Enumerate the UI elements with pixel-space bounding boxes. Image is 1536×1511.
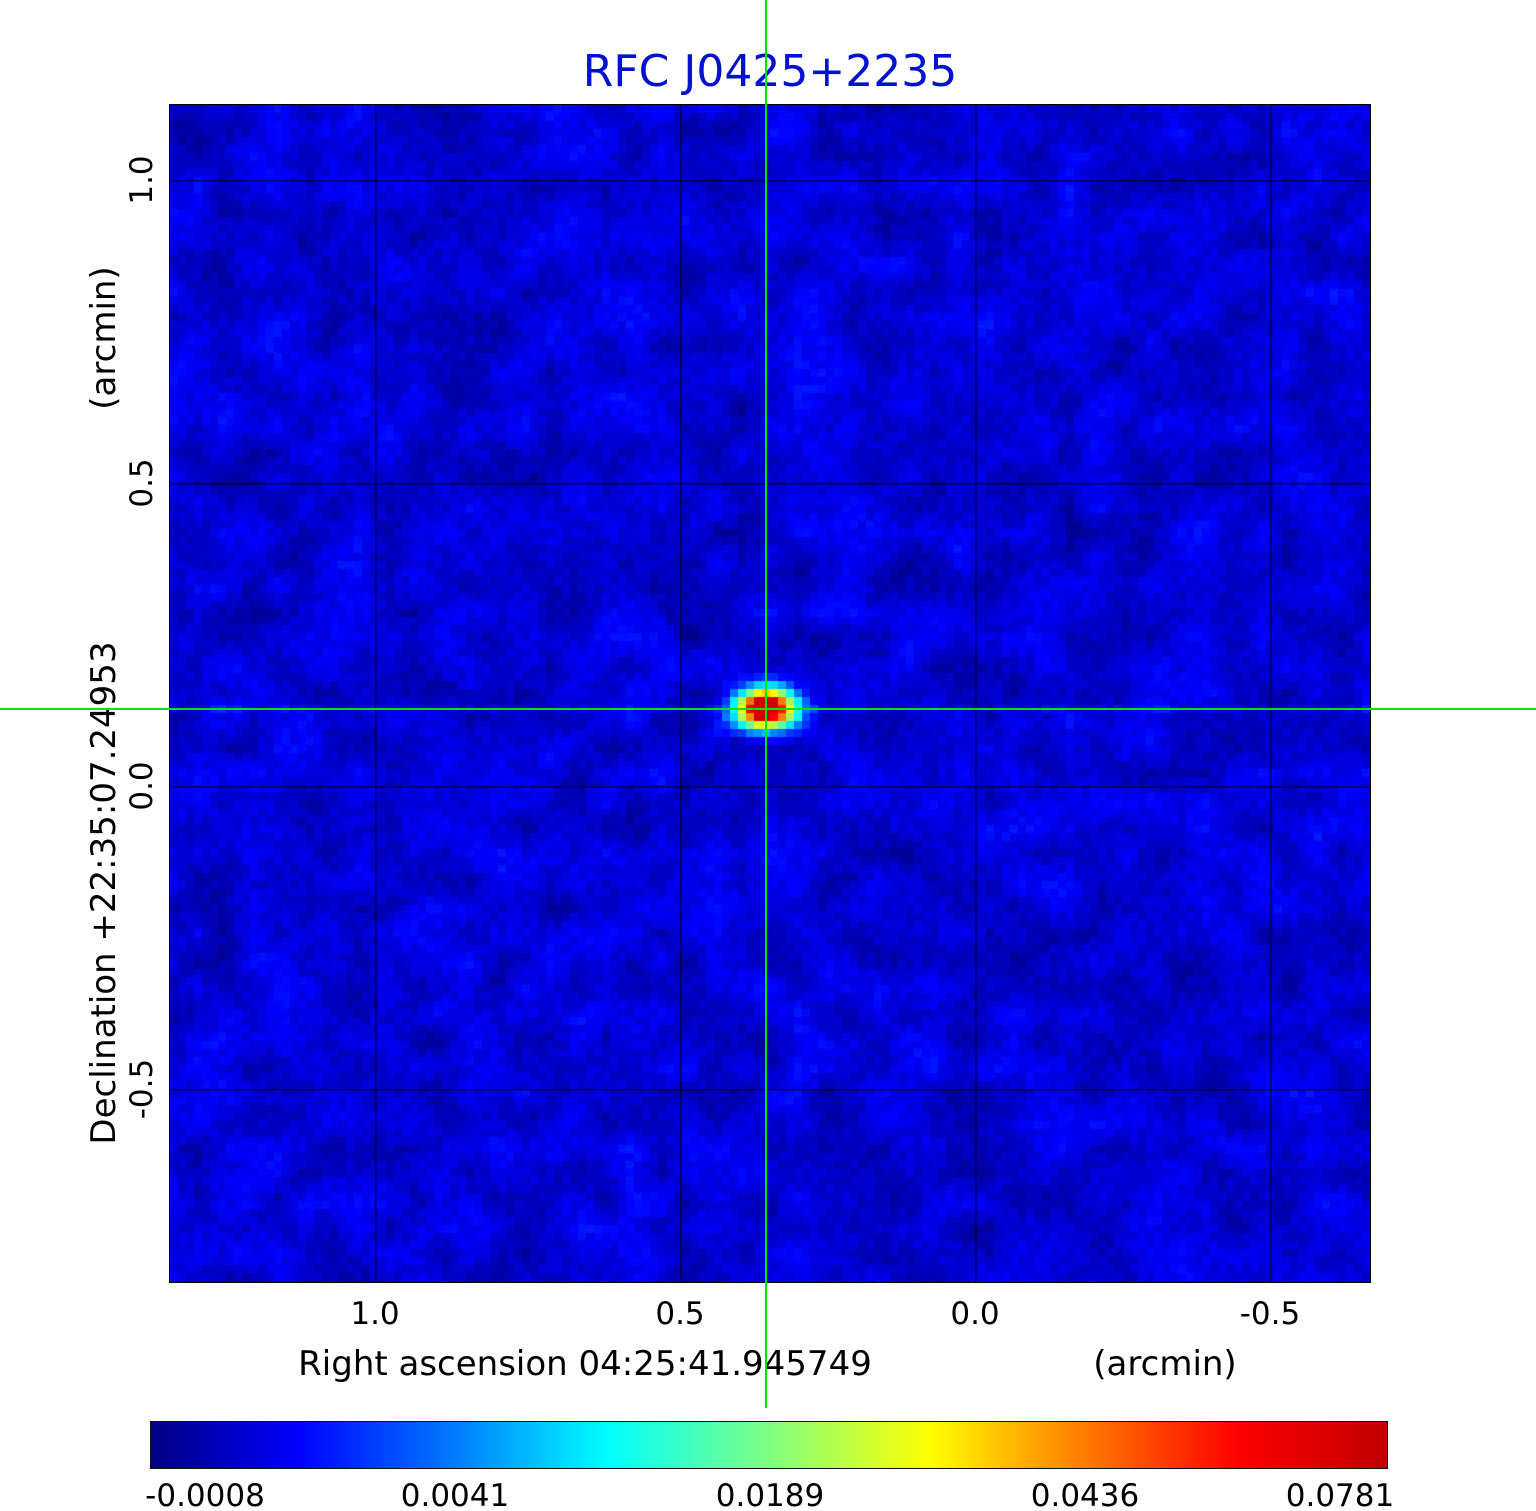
colorbar-tick-label: 0.0189 bbox=[715, 1478, 825, 1511]
plot-area bbox=[169, 104, 1371, 1283]
plot-title: RFC J0425+2235 bbox=[582, 46, 958, 97]
x-tick-label: 0.5 bbox=[655, 1296, 705, 1332]
y-tick-label: 0.5 bbox=[124, 458, 160, 508]
y-tick-label: 1.0 bbox=[124, 155, 160, 205]
y-axis-label: Declination +22:35:07.24953 bbox=[84, 641, 124, 1145]
colorbar-tick-label: -0.0008 bbox=[145, 1478, 265, 1511]
y-axis-unit: (arcmin) bbox=[84, 266, 124, 410]
colorbar-tick-label: 0.0436 bbox=[1030, 1478, 1140, 1511]
y-tick-label: 0.0 bbox=[124, 761, 160, 811]
x-axis-label: Right ascension 04:25:41.945749 bbox=[298, 1344, 872, 1384]
y-tick-label: -0.5 bbox=[124, 1058, 160, 1120]
x-axis-unit: (arcmin) bbox=[1093, 1344, 1237, 1384]
crosshair-vertical-line bbox=[765, 0, 767, 1408]
sky-image-canvas bbox=[170, 105, 1370, 1282]
x-tick-label: 0.0 bbox=[950, 1296, 1000, 1332]
colorbar-tick-label: 0.0041 bbox=[400, 1478, 510, 1511]
x-tick-label: 1.0 bbox=[350, 1296, 400, 1332]
colorbar-tick-label: 0.0781 bbox=[1285, 1478, 1395, 1511]
x-tick-label: -0.5 bbox=[1239, 1296, 1301, 1332]
colorbar bbox=[150, 1421, 1388, 1469]
crosshair-horizontal-line bbox=[0, 708, 1536, 710]
